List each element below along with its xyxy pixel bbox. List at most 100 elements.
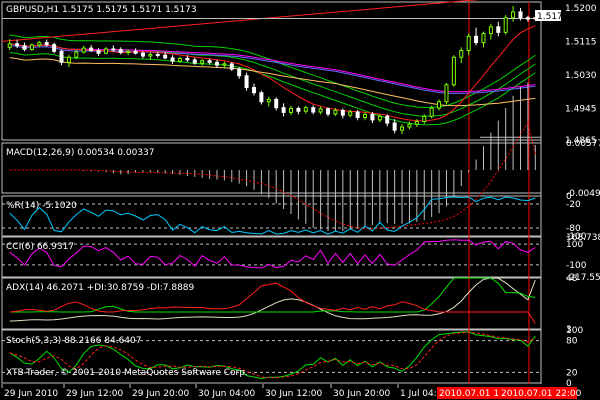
time-axis-label: 29 Jun 12:00 bbox=[66, 389, 123, 399]
main-panel-frame bbox=[1, 1, 542, 141]
candle-body bbox=[96, 49, 101, 54]
candle-body bbox=[407, 123, 412, 128]
time-axis-label: 30 Jun 20:00 bbox=[333, 389, 390, 399]
stochastic-panel bbox=[9, 331, 536, 380]
wpr-axis-label: -100 bbox=[566, 232, 587, 242]
candle-body bbox=[200, 60, 205, 64]
macd-title: MACD(12,26,9) 0.00534 0.00337 bbox=[6, 148, 155, 158]
candle-body bbox=[459, 49, 464, 58]
cci-axis-label: 168.7385 bbox=[566, 233, 600, 243]
time-axis-label: 30 Jun 12:00 bbox=[265, 389, 322, 399]
candle-body bbox=[74, 51, 79, 58]
candle-body bbox=[496, 26, 501, 33]
current-price-label: 1.5173 bbox=[537, 12, 569, 22]
candle-body bbox=[126, 50, 131, 53]
time-axis-label: 30 Jun 04:00 bbox=[198, 389, 255, 399]
moving-average-orange bbox=[9, 57, 536, 107]
bollinger-lower-band bbox=[9, 52, 536, 126]
candle-body bbox=[511, 11, 516, 19]
candle-body bbox=[66, 56, 71, 63]
stoch-axis-label: 0 bbox=[566, 379, 572, 389]
candle-body bbox=[7, 43, 12, 48]
candle-body bbox=[259, 92, 264, 103]
macd-panel bbox=[9, 82, 536, 232]
candle-body bbox=[474, 35, 479, 44]
candle-body bbox=[289, 107, 294, 113]
time-axis-label: 29 Jun 20:00 bbox=[132, 389, 189, 399]
candle-body bbox=[466, 35, 471, 51]
candle-body bbox=[370, 113, 375, 121]
candle-body bbox=[311, 107, 316, 113]
candle-body bbox=[229, 63, 234, 70]
candle-body bbox=[170, 57, 175, 62]
candle-body bbox=[44, 42, 49, 46]
stoch-axis-label: 100 bbox=[566, 326, 583, 336]
candle-body bbox=[103, 48, 108, 54]
candle-body bbox=[52, 44, 57, 52]
candle-body bbox=[333, 109, 338, 115]
wpr-title: %R(14) -5.1020 bbox=[6, 201, 77, 211]
time-highlight-box bbox=[499, 387, 577, 399]
main-title: GBPUSD,H1 1.5175 1.5175 1.5171 1.5173 bbox=[6, 5, 197, 15]
candle-body bbox=[29, 44, 34, 50]
adx-main-line bbox=[9, 277, 536, 322]
candle-body bbox=[303, 107, 308, 112]
cci-axis-label: -100 bbox=[566, 261, 587, 271]
candle-body bbox=[377, 115, 382, 121]
candle-body bbox=[274, 98, 279, 109]
candle-body bbox=[422, 115, 427, 122]
stoch-signal-line bbox=[9, 331, 536, 379]
candle-body bbox=[266, 98, 271, 103]
time-highlight-label: 2010.07.01 12:00 bbox=[439, 389, 520, 399]
main-price-panel bbox=[1, 0, 541, 138]
vertical-marker-lines bbox=[468, 2, 530, 384]
candle-body bbox=[59, 50, 64, 63]
adx-axis-label: 48 bbox=[566, 274, 578, 284]
candle-body bbox=[355, 111, 360, 119]
candle-body bbox=[237, 68, 242, 77]
candle-body bbox=[222, 63, 227, 66]
cci-panel bbox=[9, 239, 536, 269]
current-price-marker bbox=[535, 10, 561, 21]
time-axis: 29 Jun 2010 29 Jun 12:00 29 Jun 20:00 30 Ju… bbox=[1, 384, 582, 399]
candle-body bbox=[400, 126, 405, 131]
candle-body bbox=[385, 115, 390, 124]
cci-panel-frame bbox=[1, 236, 542, 278]
candle-body bbox=[140, 52, 145, 57]
macd-axis-label: 0.00577 bbox=[566, 139, 600, 149]
candle-body bbox=[81, 47, 86, 53]
candle-body bbox=[326, 108, 331, 115]
time-highlight-box bbox=[437, 387, 511, 399]
candle-body bbox=[444, 84, 449, 103]
trend-channel-line bbox=[1, 0, 480, 42]
candle-body bbox=[414, 120, 419, 125]
candle-body bbox=[318, 108, 323, 113]
candle-body bbox=[340, 109, 345, 116]
wpr-axis-label: -80 bbox=[566, 224, 581, 234]
candle-body bbox=[207, 60, 212, 63]
cci-axis-label: 100 bbox=[566, 240, 583, 250]
candle-body bbox=[525, 17, 530, 20]
candle-body bbox=[488, 26, 493, 35]
macd-axis-label: -0.0049 bbox=[566, 189, 600, 199]
adx-minus-di-line bbox=[9, 282, 536, 324]
candle-body bbox=[437, 101, 442, 109]
copyright-watermark: XTB-Trader, © 2001-2010 MetaQuotes Softw… bbox=[6, 368, 248, 378]
adx-title: ADX(14) 46.2071 +DI:30.8759 -DI:7.8889 bbox=[6, 283, 195, 293]
price-axis-label: 1.5115 bbox=[565, 37, 597, 47]
stoch-title: Stoch(5,3,3) 88.2166 84.6407 bbox=[6, 336, 141, 346]
candle-body bbox=[244, 75, 249, 89]
candle-body bbox=[177, 57, 182, 62]
price-axis-label: 1.5200 bbox=[565, 4, 597, 14]
candle-body bbox=[185, 57, 190, 61]
macd-signal-line bbox=[9, 121, 536, 230]
candle-body bbox=[348, 111, 353, 116]
adx-panel bbox=[9, 277, 536, 324]
candle-body bbox=[296, 107, 301, 112]
wpr-panel-frame bbox=[1, 195, 542, 237]
candle-body bbox=[214, 61, 219, 66]
candle-body bbox=[155, 53, 160, 56]
wpr-axis-label: -20 bbox=[566, 200, 581, 210]
